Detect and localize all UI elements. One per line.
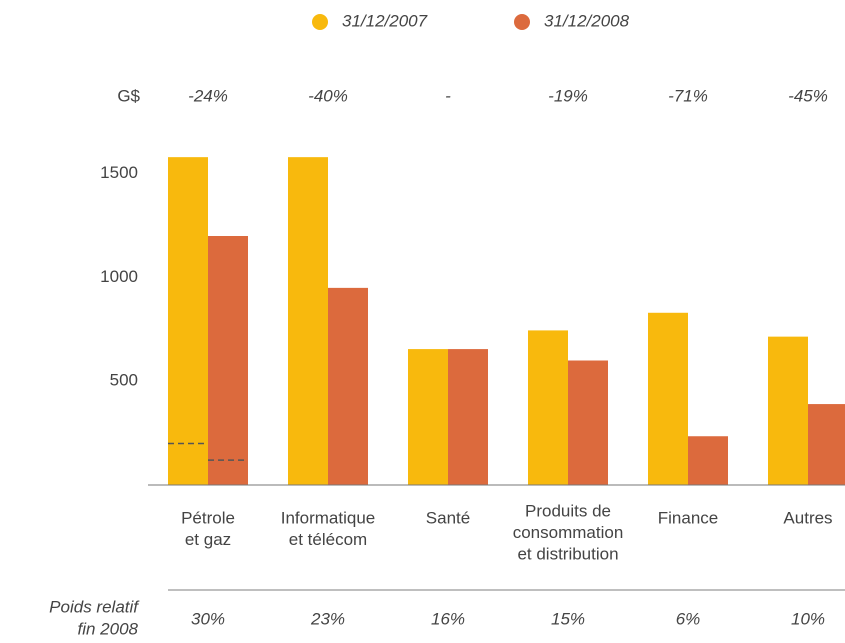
bar <box>768 336 808 485</box>
bar <box>568 360 608 485</box>
weight-label: 6% <box>676 609 701 628</box>
legend-swatch <box>312 14 328 30</box>
weight-label: 15% <box>551 609 585 628</box>
weight-label: 23% <box>310 609 345 628</box>
bar <box>448 349 488 485</box>
y-tick-label: 1500 <box>100 163 138 182</box>
legend-label: 31/12/2008 <box>544 11 630 30</box>
x-tick-label: Autres <box>783 508 832 527</box>
change-label: -24% <box>188 86 228 105</box>
change-label: -71% <box>668 86 708 105</box>
weight-label: 30% <box>191 609 225 628</box>
x-tick-label: et télécom <box>289 530 367 549</box>
legend-label: 31/12/2007 <box>342 11 428 30</box>
change-label: -40% <box>308 86 348 105</box>
x-tick-label: Informatique <box>281 508 376 527</box>
bar <box>168 157 208 485</box>
bar <box>688 436 728 485</box>
legend-swatch <box>514 14 530 30</box>
x-tick-label: et gaz <box>185 530 231 549</box>
change-label: -45% <box>788 86 828 105</box>
weight-label: 16% <box>431 609 465 628</box>
bar <box>808 404 845 485</box>
bar <box>528 330 568 485</box>
x-tick-label: consommation <box>513 523 624 542</box>
x-tick-label: Santé <box>426 508 470 527</box>
bar <box>208 236 248 485</box>
x-tick-label: et distribution <box>517 544 618 563</box>
bar <box>328 287 368 485</box>
x-tick-label: Pétrole <box>181 508 235 527</box>
weight-label: 10% <box>791 609 825 628</box>
bar <box>648 312 688 485</box>
y-tick-label: 1000 <box>100 267 138 286</box>
x-tick-label: Finance <box>658 508 718 527</box>
change-label: -19% <box>548 86 588 105</box>
x-tick-label: Produits de <box>525 501 611 520</box>
change-label: - <box>445 86 451 105</box>
bar <box>288 157 328 485</box>
weights-title: fin 2008 <box>78 619 139 638</box>
weights-title: Poids relatif <box>49 597 140 616</box>
bar <box>408 349 448 485</box>
unit-label: G$ <box>117 86 140 105</box>
y-tick-label: 500 <box>110 371 138 390</box>
